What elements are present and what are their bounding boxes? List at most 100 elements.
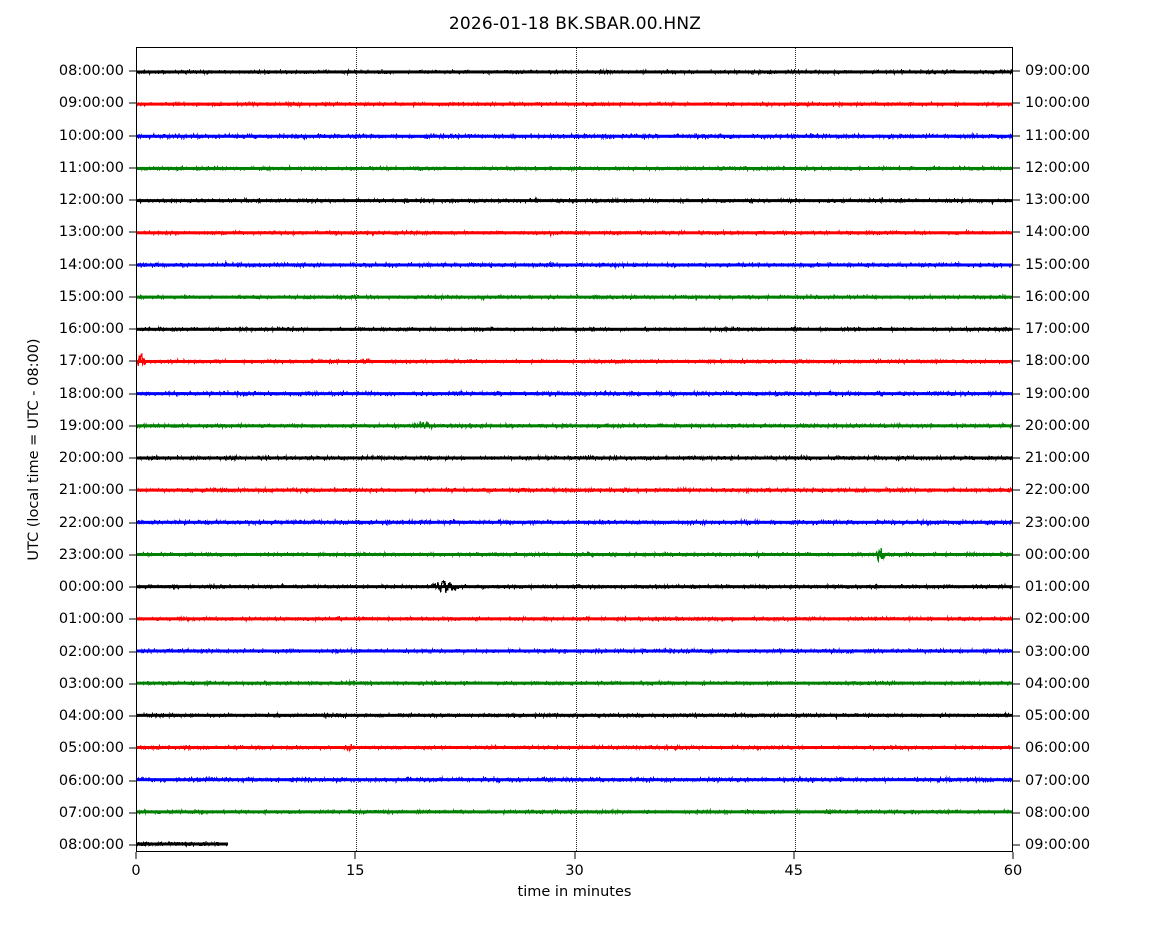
y-axis-label-right: 07:00:00 — [1025, 772, 1091, 789]
y-axis-label-left: 22:00:00 — [58, 514, 124, 531]
seismic-trace — [137, 259, 1012, 270]
y-tick-right — [1013, 328, 1020, 330]
y-tick-left — [129, 135, 136, 136]
y-axis-label-left: 00:00:00 — [58, 579, 124, 595]
seismic-trace-core — [137, 810, 1012, 814]
y-axis-label-left: 01:00:00 — [58, 611, 124, 628]
seismic-trace — [137, 100, 1012, 109]
y-axis-label-left: 04:00:00 — [58, 708, 124, 724]
seismic-trace — [137, 389, 1012, 398]
y-axis-label-left: 08:00:00 — [58, 63, 124, 79]
y-axis-label-left: 03:00:00 — [58, 675, 124, 692]
y-axis-label-right: 19:00:00 — [1025, 385, 1091, 402]
y-axis-label-left: 17:00:00 — [58, 353, 124, 370]
page-title: 2026-01-18 BK.SBAR.00.HNZ — [448, 14, 702, 34]
y-axis-label-left: 13:00:00 — [58, 224, 124, 241]
y-tick-right — [1013, 812, 1020, 814]
seismic-trace — [137, 164, 1012, 173]
y-tick-left — [129, 102, 136, 104]
y-tick-left — [129, 457, 136, 459]
seismic-trace — [137, 614, 1012, 623]
y-axis-label-right: 05:00:00 — [1025, 708, 1091, 724]
y-axis-label-left: 23:00:00 — [58, 546, 124, 563]
seismic-trace — [137, 486, 1012, 495]
seismic-trace — [137, 517, 1012, 527]
seismic-trace — [137, 646, 1012, 656]
y-axis-label-left: 20:00:00 — [58, 450, 124, 466]
y-tick-right — [1013, 554, 1020, 556]
y-tick-left — [129, 586, 136, 588]
y-tick-right — [1013, 844, 1020, 846]
y-tick-right — [1013, 264, 1020, 265]
x-axis-title: time in minutes — [517, 884, 632, 900]
seismic-trace — [137, 453, 1012, 463]
y-axis-label-right: 10:00:00 — [1025, 95, 1091, 112]
y-axis-label-left: 11:00:00 — [58, 159, 124, 176]
y-axis-label-left: 07:00:00 — [58, 804, 124, 821]
seismic-trace — [137, 325, 1012, 334]
seismic-trace-core — [137, 134, 1012, 138]
y-tick-left — [129, 554, 136, 556]
y-axis-label-left: 15:00:00 — [58, 288, 124, 305]
x-tick-mark — [354, 852, 356, 859]
x-tick-mark — [1012, 852, 1014, 859]
y-axis-label-left: 05:00:00 — [58, 740, 124, 757]
y-axis-label-right: 11:00:00 — [1025, 127, 1091, 144]
y-axis-label-left: 09:00:00 — [58, 95, 124, 112]
y-tick-right — [1013, 167, 1020, 169]
y-tick-left — [129, 328, 136, 330]
y-axis-label-right: 14:00:00 — [1025, 224, 1091, 241]
seismic-trace — [137, 840, 229, 848]
plot-area — [136, 47, 1013, 852]
y-tick-left — [129, 844, 136, 846]
y-axis-label-left: 06:00:00 — [58, 772, 124, 789]
x-axis-tick-label: 15 — [346, 863, 365, 879]
y-tick-right — [1013, 715, 1020, 717]
seismic-trace — [137, 131, 1012, 141]
y-tick-left — [129, 199, 136, 201]
y-tick-left — [129, 296, 136, 298]
y-tick-left — [129, 812, 136, 814]
y-tick-right — [1013, 747, 1020, 749]
y-tick-right — [1013, 102, 1020, 104]
y-axis-label-right: 16:00:00 — [1025, 288, 1091, 305]
seismic-trace — [137, 743, 1012, 753]
y-tick-right — [1013, 296, 1020, 298]
seismic-trace-layer — [137, 68, 1012, 848]
y-tick-right — [1013, 231, 1020, 233]
gridline-x-15 — [356, 48, 358, 851]
y-tick-right — [1013, 199, 1020, 201]
y-tick-left — [129, 683, 136, 685]
seismic-trace — [137, 679, 1012, 688]
gridline-x-30 — [575, 48, 577, 851]
y-tick-right — [1013, 457, 1020, 459]
y-axis-label-right: 15:00:00 — [1025, 256, 1091, 273]
y-axis-label-right: 01:00:00 — [1025, 579, 1091, 595]
y-tick-right — [1013, 425, 1020, 427]
y-tick-right — [1013, 489, 1020, 491]
y-tick-right — [1013, 522, 1020, 523]
y-tick-right — [1013, 393, 1020, 394]
y-axis-label-right: 23:00:00 — [1025, 514, 1091, 531]
y-axis-label-right: 21:00:00 — [1025, 450, 1091, 466]
y-axis-label-left: 16:00:00 — [58, 321, 124, 337]
y-tick-right — [1013, 651, 1020, 652]
y-axis-label-left: 10:00:00 — [58, 127, 124, 144]
y-axis-label-left: 19:00:00 — [58, 417, 124, 434]
seismic-trace — [137, 196, 1012, 206]
x-axis-tick-label: 0 — [131, 863, 141, 879]
seismic-trace — [137, 807, 1012, 816]
y-axis-label-right: 17:00:00 — [1025, 321, 1091, 337]
gridline-x-45 — [794, 48, 796, 851]
y-axis-label-right: 09:00:00 — [1025, 837, 1091, 853]
x-axis-tick-label: 30 — [565, 863, 584, 879]
y-tick-left — [129, 264, 136, 265]
y-axis-label-left: 02:00:00 — [58, 643, 124, 660]
y-axis-label-right: 18:00:00 — [1025, 353, 1091, 370]
seismic-trace — [137, 421, 1012, 431]
y-axis-label-right: 08:00:00 — [1025, 804, 1091, 821]
y-tick-left — [129, 425, 136, 427]
y-axis-label-right: 09:00:00 — [1025, 63, 1091, 79]
seismic-trace — [137, 775, 1012, 785]
